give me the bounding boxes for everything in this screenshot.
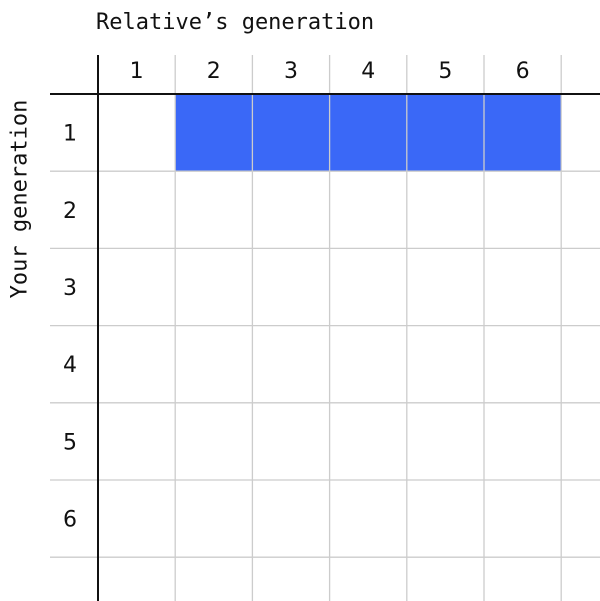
highlight-cell-r1-c4 bbox=[329, 94, 407, 172]
col-label-1: 1 bbox=[130, 59, 144, 84]
highlight-cell-r1-c5 bbox=[406, 94, 484, 172]
row-label-5: 5 bbox=[63, 430, 77, 455]
highlight-cell-r1-c6 bbox=[484, 94, 562, 172]
row-label-3: 3 bbox=[63, 276, 77, 301]
col-label-6: 6 bbox=[516, 59, 530, 84]
grid-lines bbox=[50, 55, 600, 601]
row-label-2: 2 bbox=[63, 199, 77, 224]
col-label-4: 4 bbox=[361, 59, 375, 84]
col-label-2: 2 bbox=[207, 59, 221, 84]
highlight-cell-r1-c2 bbox=[175, 94, 253, 172]
axis-lines bbox=[50, 55, 600, 601]
tick-labels: 1 2 3 4 5 6 1 2 3 4 5 6 bbox=[63, 59, 530, 533]
row-label-4: 4 bbox=[63, 353, 77, 378]
row-label-1: 1 bbox=[63, 122, 77, 147]
col-label-5: 5 bbox=[438, 59, 452, 84]
highlight-cell-r1-c3 bbox=[252, 94, 330, 172]
col-label-3: 3 bbox=[284, 59, 298, 84]
cells-layer bbox=[175, 94, 562, 172]
row-label-6: 6 bbox=[63, 508, 77, 533]
column-axis-title: Relative’s generation bbox=[96, 10, 375, 35]
